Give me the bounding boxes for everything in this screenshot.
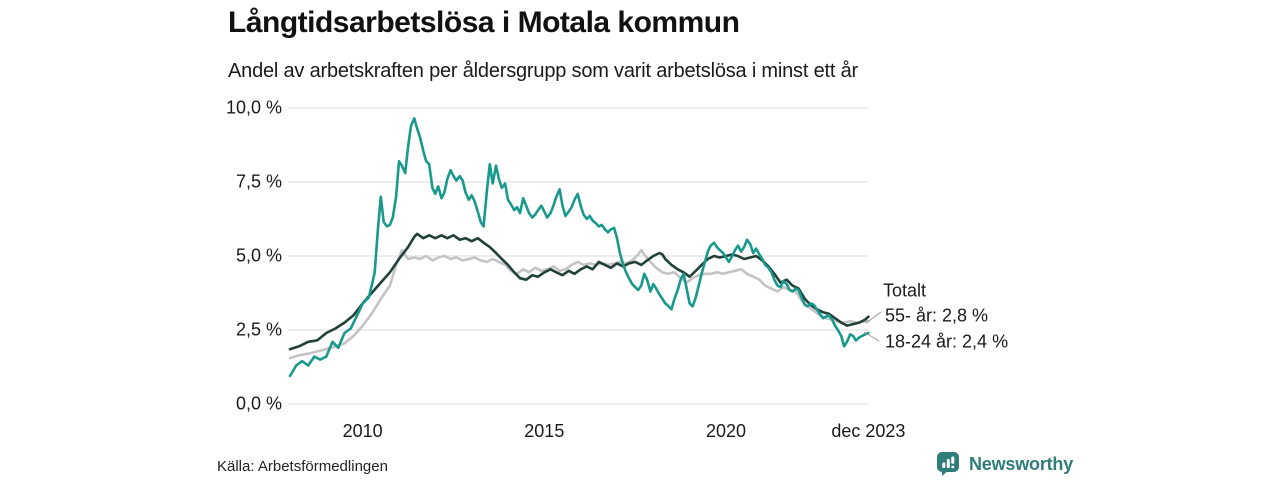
end-label-18-24: 18-24 år: 2,4 % [885, 331, 1009, 352]
x-tick-label: 2010 [342, 421, 383, 441]
series-line-55-r [288, 248, 870, 360]
y-tick-label: 7,5 % [235, 171, 282, 192]
x-tick-label: 2020 [705, 421, 746, 441]
page-title: Långtidsarbetslösa i Motala kommun [228, 6, 740, 39]
y-tick-label: 5,0 % [235, 245, 282, 266]
source-note: Källa: Arbetsförmedlingen [217, 458, 388, 475]
y-tick-label: 0,0 % [235, 393, 282, 414]
end-label-55-plus: 55- år: 2,8 % [885, 305, 989, 326]
x-tick-label: 2015 [524, 421, 565, 441]
series-line-18-24-r [288, 117, 870, 378]
leader-line [865, 311, 882, 324]
leader-line [863, 331, 880, 342]
series-line-totalt [288, 232, 870, 351]
brand-name: Newsworthy [969, 453, 1074, 474]
newsworthy-speech-bubble-bar-chart-icon [936, 451, 961, 477]
y-tick-label: 10,0 % [225, 97, 282, 118]
x-tick-label: dec 2023 [831, 421, 906, 441]
y-tick-label: 2,5 % [235, 319, 282, 340]
end-label-totalt: Totalt [883, 280, 927, 301]
chart-subtitle: Andel av arbetskraften per åldersgrupp s… [228, 60, 858, 82]
brand-logo: Newsworthy [936, 451, 1073, 477]
